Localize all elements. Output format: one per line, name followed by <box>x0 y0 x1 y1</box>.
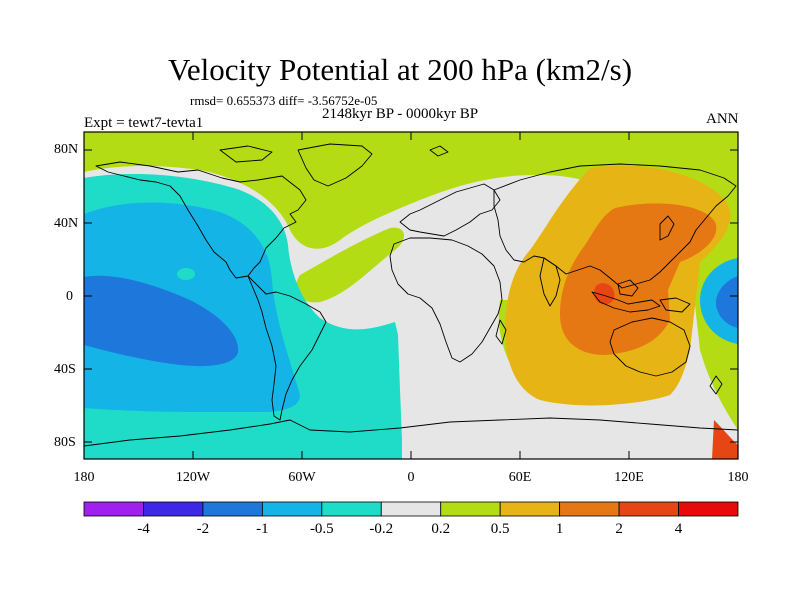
contour-field <box>84 132 738 459</box>
coast-asia <box>493 163 737 289</box>
colorbar-level-label: -0.2 <box>369 521 394 537</box>
colorbar-level-label: -0.5 <box>309 521 334 537</box>
coast-europe <box>399 183 501 237</box>
coast-borneo <box>617 279 639 297</box>
coast-antarctica <box>84 417 738 447</box>
colorbar-box <box>678 501 739 517</box>
coast-madagascar <box>495 319 507 345</box>
coast-japan <box>659 215 675 241</box>
lat-label-40n: 40N <box>54 216 79 231</box>
map-title: Velocity Potential at 200 hPa (km2/s) <box>167 52 633 87</box>
coast-greenland <box>297 143 373 187</box>
colorbar-box <box>618 501 679 517</box>
colorbar-level-label: 0.2 <box>431 521 451 537</box>
map-ticks <box>84 132 738 459</box>
colorbar-box <box>499 501 561 517</box>
season-label: ANN <box>706 111 739 127</box>
coast-new-zealand <box>709 375 723 395</box>
field-positive-asia-orange <box>560 203 717 355</box>
lon-label-120w: 120W <box>175 470 211 485</box>
coast-south-america <box>247 275 327 421</box>
colorbar-level-label: 0.5 <box>490 521 510 537</box>
colorbar-box <box>321 501 382 517</box>
colorbar-level-label: 1 <box>555 521 564 537</box>
field-positive-atlantic <box>296 227 405 303</box>
coast-arctic-islands <box>219 145 273 163</box>
lat-label-eq: 0 <box>66 289 73 304</box>
lon-label-0: 0 <box>407 470 415 485</box>
colorbar <box>83 501 739 517</box>
colorbar-box <box>261 501 323 517</box>
lon-label-120e: 120E <box>614 470 644 485</box>
field-south-east-positive <box>712 420 738 459</box>
coast-indonesia <box>591 291 661 313</box>
field-negative-east-core <box>715 276 738 328</box>
field-positive-north <box>84 132 738 430</box>
colorbar-box <box>202 501 263 517</box>
field-negative-pacific-inner <box>84 275 239 367</box>
coast-new-guinea <box>659 297 691 313</box>
colorbar-box <box>380 501 442 517</box>
lon-label-180w: 180 <box>73 470 95 485</box>
coast-svalbard <box>429 145 449 157</box>
colorbar-level-label: 4 <box>674 521 683 537</box>
colorbar-box <box>440 501 501 517</box>
coastlines <box>84 143 738 447</box>
colorbar-level-label: -2 <box>196 521 210 537</box>
period-subtitle: 2148kyr BP - 0000kyr BP <box>322 106 479 122</box>
colorbar-box <box>559 501 620 517</box>
coast-africa <box>389 237 503 363</box>
colorbar-level-label: -4 <box>137 521 150 537</box>
field-negative-island <box>177 268 195 280</box>
experiment-label: Expt = tewt7-tevta1 <box>84 115 204 131</box>
lon-label-180e: 180 <box>727 470 749 485</box>
stats-subtitle: rmsd= 0.655373 diff= -3.56752e-05 <box>190 93 378 108</box>
field-positive-asia-red <box>594 283 615 305</box>
colorbar-box <box>143 501 204 517</box>
coast-australia <box>609 317 691 377</box>
lat-label-80n: 80N <box>54 142 79 157</box>
coast-india <box>539 257 561 307</box>
lat-label-40s: 40S <box>54 362 76 377</box>
lon-label-60w: 60W <box>288 470 316 485</box>
colorbar-box <box>83 501 144 517</box>
colorbar-level-label: 2 <box>615 521 623 537</box>
lon-label-60e: 60E <box>508 470 532 485</box>
coast-north-america <box>95 161 307 279</box>
colorbar-level-label: -1 <box>256 521 269 537</box>
lat-label-80s: 80S <box>54 435 76 450</box>
